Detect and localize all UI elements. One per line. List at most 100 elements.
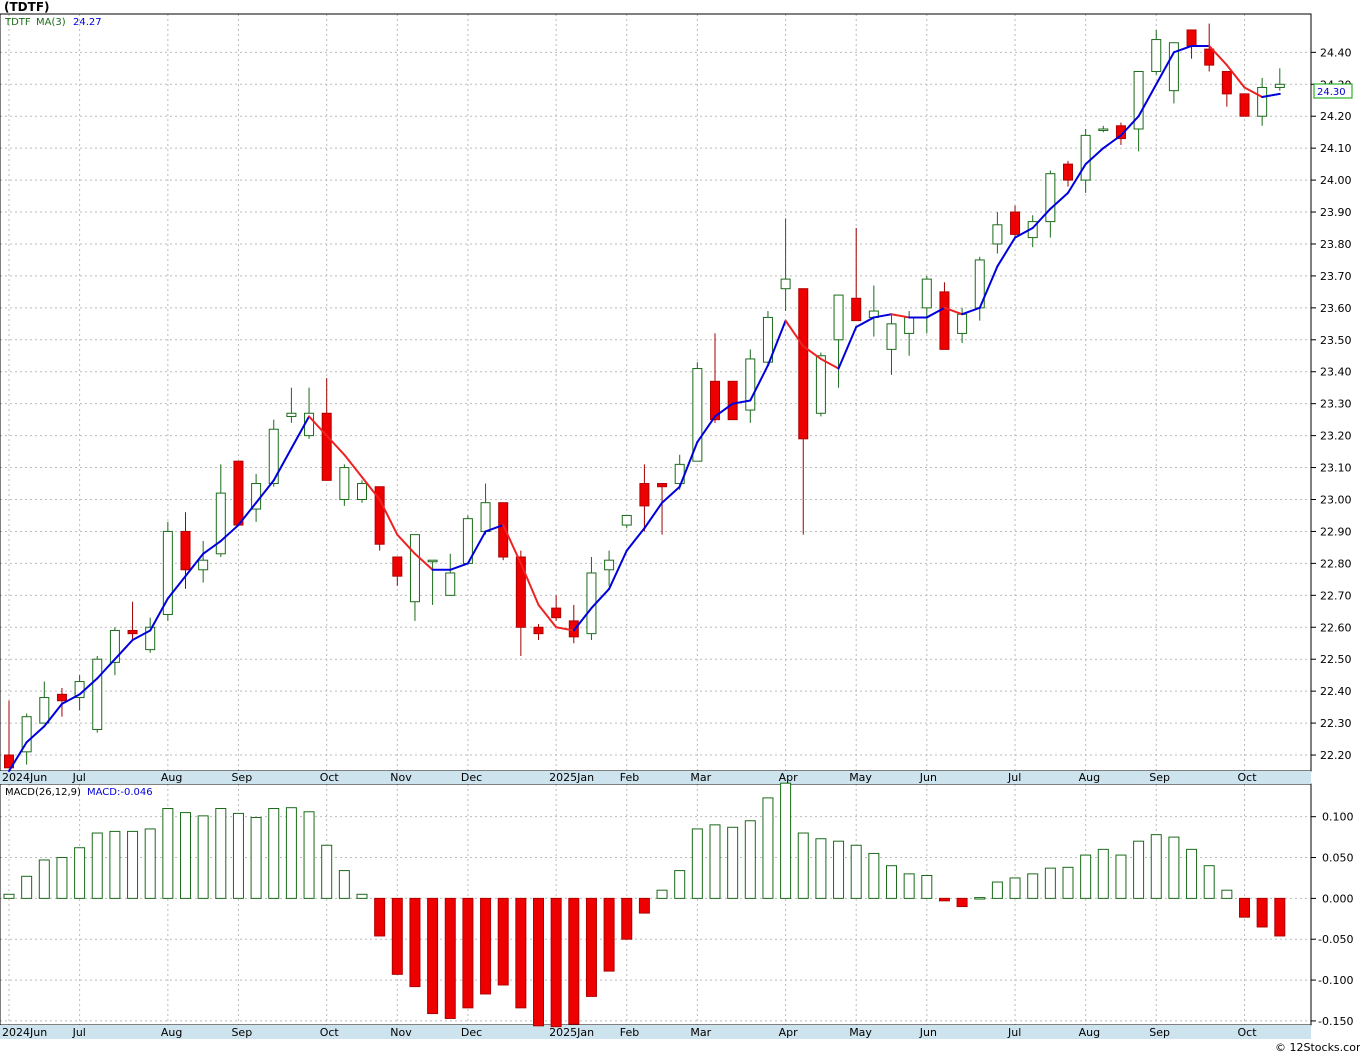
price-tick-label: 23.70 [1320,270,1352,283]
candle-body [233,460,244,526]
candle-body [533,626,544,635]
price-tick-label: 23.50 [1320,334,1352,347]
macd-bar [391,897,403,975]
price-tick-label: 23.90 [1320,206,1352,219]
macd-bar [938,897,950,902]
macd-legend-value: MACD:-0.046 [87,787,153,798]
macd-bar [3,893,15,899]
candle [39,681,50,724]
candle [692,362,703,462]
ma-segment [678,441,699,488]
ma-segment [219,524,240,543]
candle-body [39,697,50,724]
candle-body [1010,211,1021,235]
macd-bar [285,807,297,899]
candle-body [56,693,67,702]
candle-body [127,629,138,635]
candlestick-series [4,23,1285,769]
price-date-label: Aug [161,771,182,784]
candle-body [1221,70,1232,95]
last-price-badge: 24.30 [1313,83,1353,99]
macd-date-label: Nov [390,1026,412,1039]
ma-segment [60,693,81,705]
ma-segment [855,316,875,329]
candle-body [445,572,456,596]
candle-body [692,368,703,462]
ma-segment [96,658,116,680]
legend-symbol: TDTF [4,17,31,28]
ma-segment [590,587,611,610]
ma-segment [396,533,416,555]
candle-body [4,754,14,769]
candle [162,521,173,621]
candle [286,387,297,423]
macd-bar [197,815,209,899]
ma-segment [237,501,258,527]
ma-segment [714,402,734,418]
candle-body [745,358,756,411]
macd-bar [144,828,156,899]
macd-bar [585,897,597,997]
macd-bar [956,897,968,908]
ma-segment [290,415,311,450]
macd-bar [991,881,1003,899]
macd-bar [691,828,703,899]
macd-bar [1044,867,1056,899]
candle-body [815,355,826,414]
ma-segment [1172,44,1193,54]
candle-body [1115,125,1126,140]
price-date-label: Aug [1079,771,1100,784]
ma-segment [466,530,487,565]
price-tick-label: 23.60 [1320,302,1352,315]
candle-body [480,502,491,532]
candle [886,314,897,375]
macd-bar [215,808,227,899]
ma-segment [1208,44,1228,67]
candle-body [1257,86,1268,117]
price-tick-label: 23.40 [1320,366,1352,379]
ma-segment [608,549,628,590]
candle-body [392,556,403,577]
price-tick-label: 23.80 [1320,238,1352,251]
ma-segment [978,265,999,309]
ma-segment [943,306,964,316]
ma-segment [43,702,63,728]
ma-segment [572,607,593,632]
candle [710,333,720,423]
macd-bar [744,820,756,899]
chart-title: (TDTF) [4,0,50,14]
candle [1115,122,1126,145]
price-tick-label: 23.20 [1320,430,1352,443]
price-tick-label: 22.80 [1320,557,1352,570]
candle [374,486,385,551]
macd-date-label: Sep [231,1026,252,1039]
price-tick-label: 22.70 [1320,589,1352,602]
ma-segment [255,479,275,504]
macd-axis-ticks: 0.100 0.050 0.000 -0.050 -0.100 -0.150 [1311,811,1354,1028]
ma-segment [484,524,505,533]
macd-bar [109,830,121,899]
candle-body [180,530,191,571]
macd-bar [180,812,191,899]
macd-bar [1150,834,1162,899]
ma-segment [449,562,469,571]
price-tick-label: 22.20 [1320,749,1352,762]
ma-segment [149,597,169,632]
ma-segment [625,527,646,552]
candle [392,556,403,586]
candle-body [551,607,562,619]
ma-segment [1049,191,1069,210]
candle-body [198,559,209,571]
candle-body [1274,83,1285,88]
candle-body [710,380,720,421]
moving-average-line [8,44,1281,772]
watermark: © 12Stocks.com [1275,1041,1360,1054]
ma-segment [925,306,946,319]
macd-tick-label: 0.050 [1322,852,1354,865]
macd-bar [886,865,897,899]
candle [1239,93,1250,117]
candle [1045,170,1056,238]
candle-body [780,278,791,290]
candle [92,656,103,733]
macd-bar [709,824,721,899]
